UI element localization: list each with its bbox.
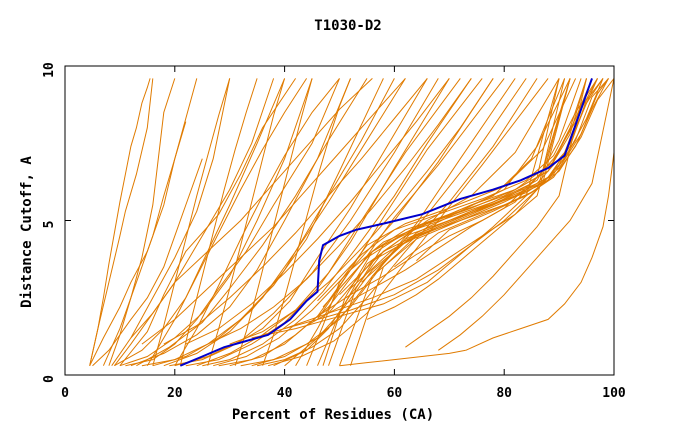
background-series-line-37 [328,78,593,366]
background-series-line-19 [174,78,439,367]
chart-title: T1030-D2 [314,18,381,34]
background-series-line-17 [163,78,406,367]
background-series-line-60 [130,78,373,339]
background-series-line-54 [251,78,560,339]
background-series-line-65 [229,78,494,345]
background-series-line-43 [317,78,598,302]
x-tick-label-60: 60 [387,386,403,401]
background-series-line-56 [405,78,587,348]
background-series-line-22 [196,78,461,367]
background-series-line-62 [163,78,428,345]
background-series-line-58 [339,349,466,367]
background-series-line-2 [89,121,187,366]
background-series-line-49 [416,78,615,262]
background-series-line-68 [207,78,286,366]
y-tick-label-10: 10 [42,62,57,78]
background-series-line-46 [361,78,609,283]
background-series-line-26 [229,78,505,367]
background-series-line-24 [213,78,483,367]
background-series-line-59 [465,152,615,351]
x-tick-label-0: 0 [61,386,69,401]
background-series-line-67 [179,78,258,366]
background-series-line-29 [256,78,538,367]
background-series-line-41 [322,78,593,308]
background-series-line-32 [284,78,571,367]
background-series-line-55 [366,78,571,320]
background-series-line-63 [185,78,450,345]
background-series-line-40 [317,78,587,320]
highlight-series-line [179,78,593,367]
background-series-line-13 [136,78,368,367]
x-axis-label: Percent of Residues (CA) [232,407,434,423]
y-axis-label: Distance Cutoff, A [19,156,35,308]
y-tick-label-0: 0 [42,375,57,383]
background-series-line-15 [146,78,308,366]
background-series-line-9 [119,78,313,367]
background-series-line-69 [234,78,313,366]
x-tick-label-80: 80 [496,386,512,401]
y-tick-label-5: 5 [42,221,57,229]
x-axis: 0 20 40 60 80 100 [61,66,626,401]
background-series-line-50 [317,78,566,317]
background-series-line-66 [152,78,231,366]
y-axis: 0 5 10 [42,62,614,383]
background-series-group [89,78,615,367]
background-series-line-7 [114,78,275,367]
background-series-line-18 [169,78,428,367]
background-series-line-16 [152,78,395,367]
background-series-line-57 [438,78,615,351]
x-tick-label-20: 20 [167,386,183,401]
highlight-series-group [179,78,593,367]
background-series-line-4 [102,78,198,366]
background-series-line-1 [89,78,151,366]
x-tick-label-40: 40 [277,386,293,401]
background-series-line-51 [306,78,560,327]
background-series-line-64 [207,78,472,345]
background-series-line-25 [218,78,494,367]
background-series-line-20 [174,78,340,366]
background-series-line-52 [284,78,571,330]
background-series-line-30 [267,78,549,367]
background-series-line-10 [119,78,297,367]
background-series-line-47 [372,78,604,277]
x-tick-label-100: 100 [602,386,626,401]
background-series-line-34 [306,78,577,366]
background-series-line-42 [328,78,598,314]
background-series-line-53 [262,78,571,336]
background-series-line-23 [202,78,472,367]
background-series-line-5 [108,78,176,366]
background-series-line-70 [262,78,351,366]
background-series-line-8 [114,78,286,367]
